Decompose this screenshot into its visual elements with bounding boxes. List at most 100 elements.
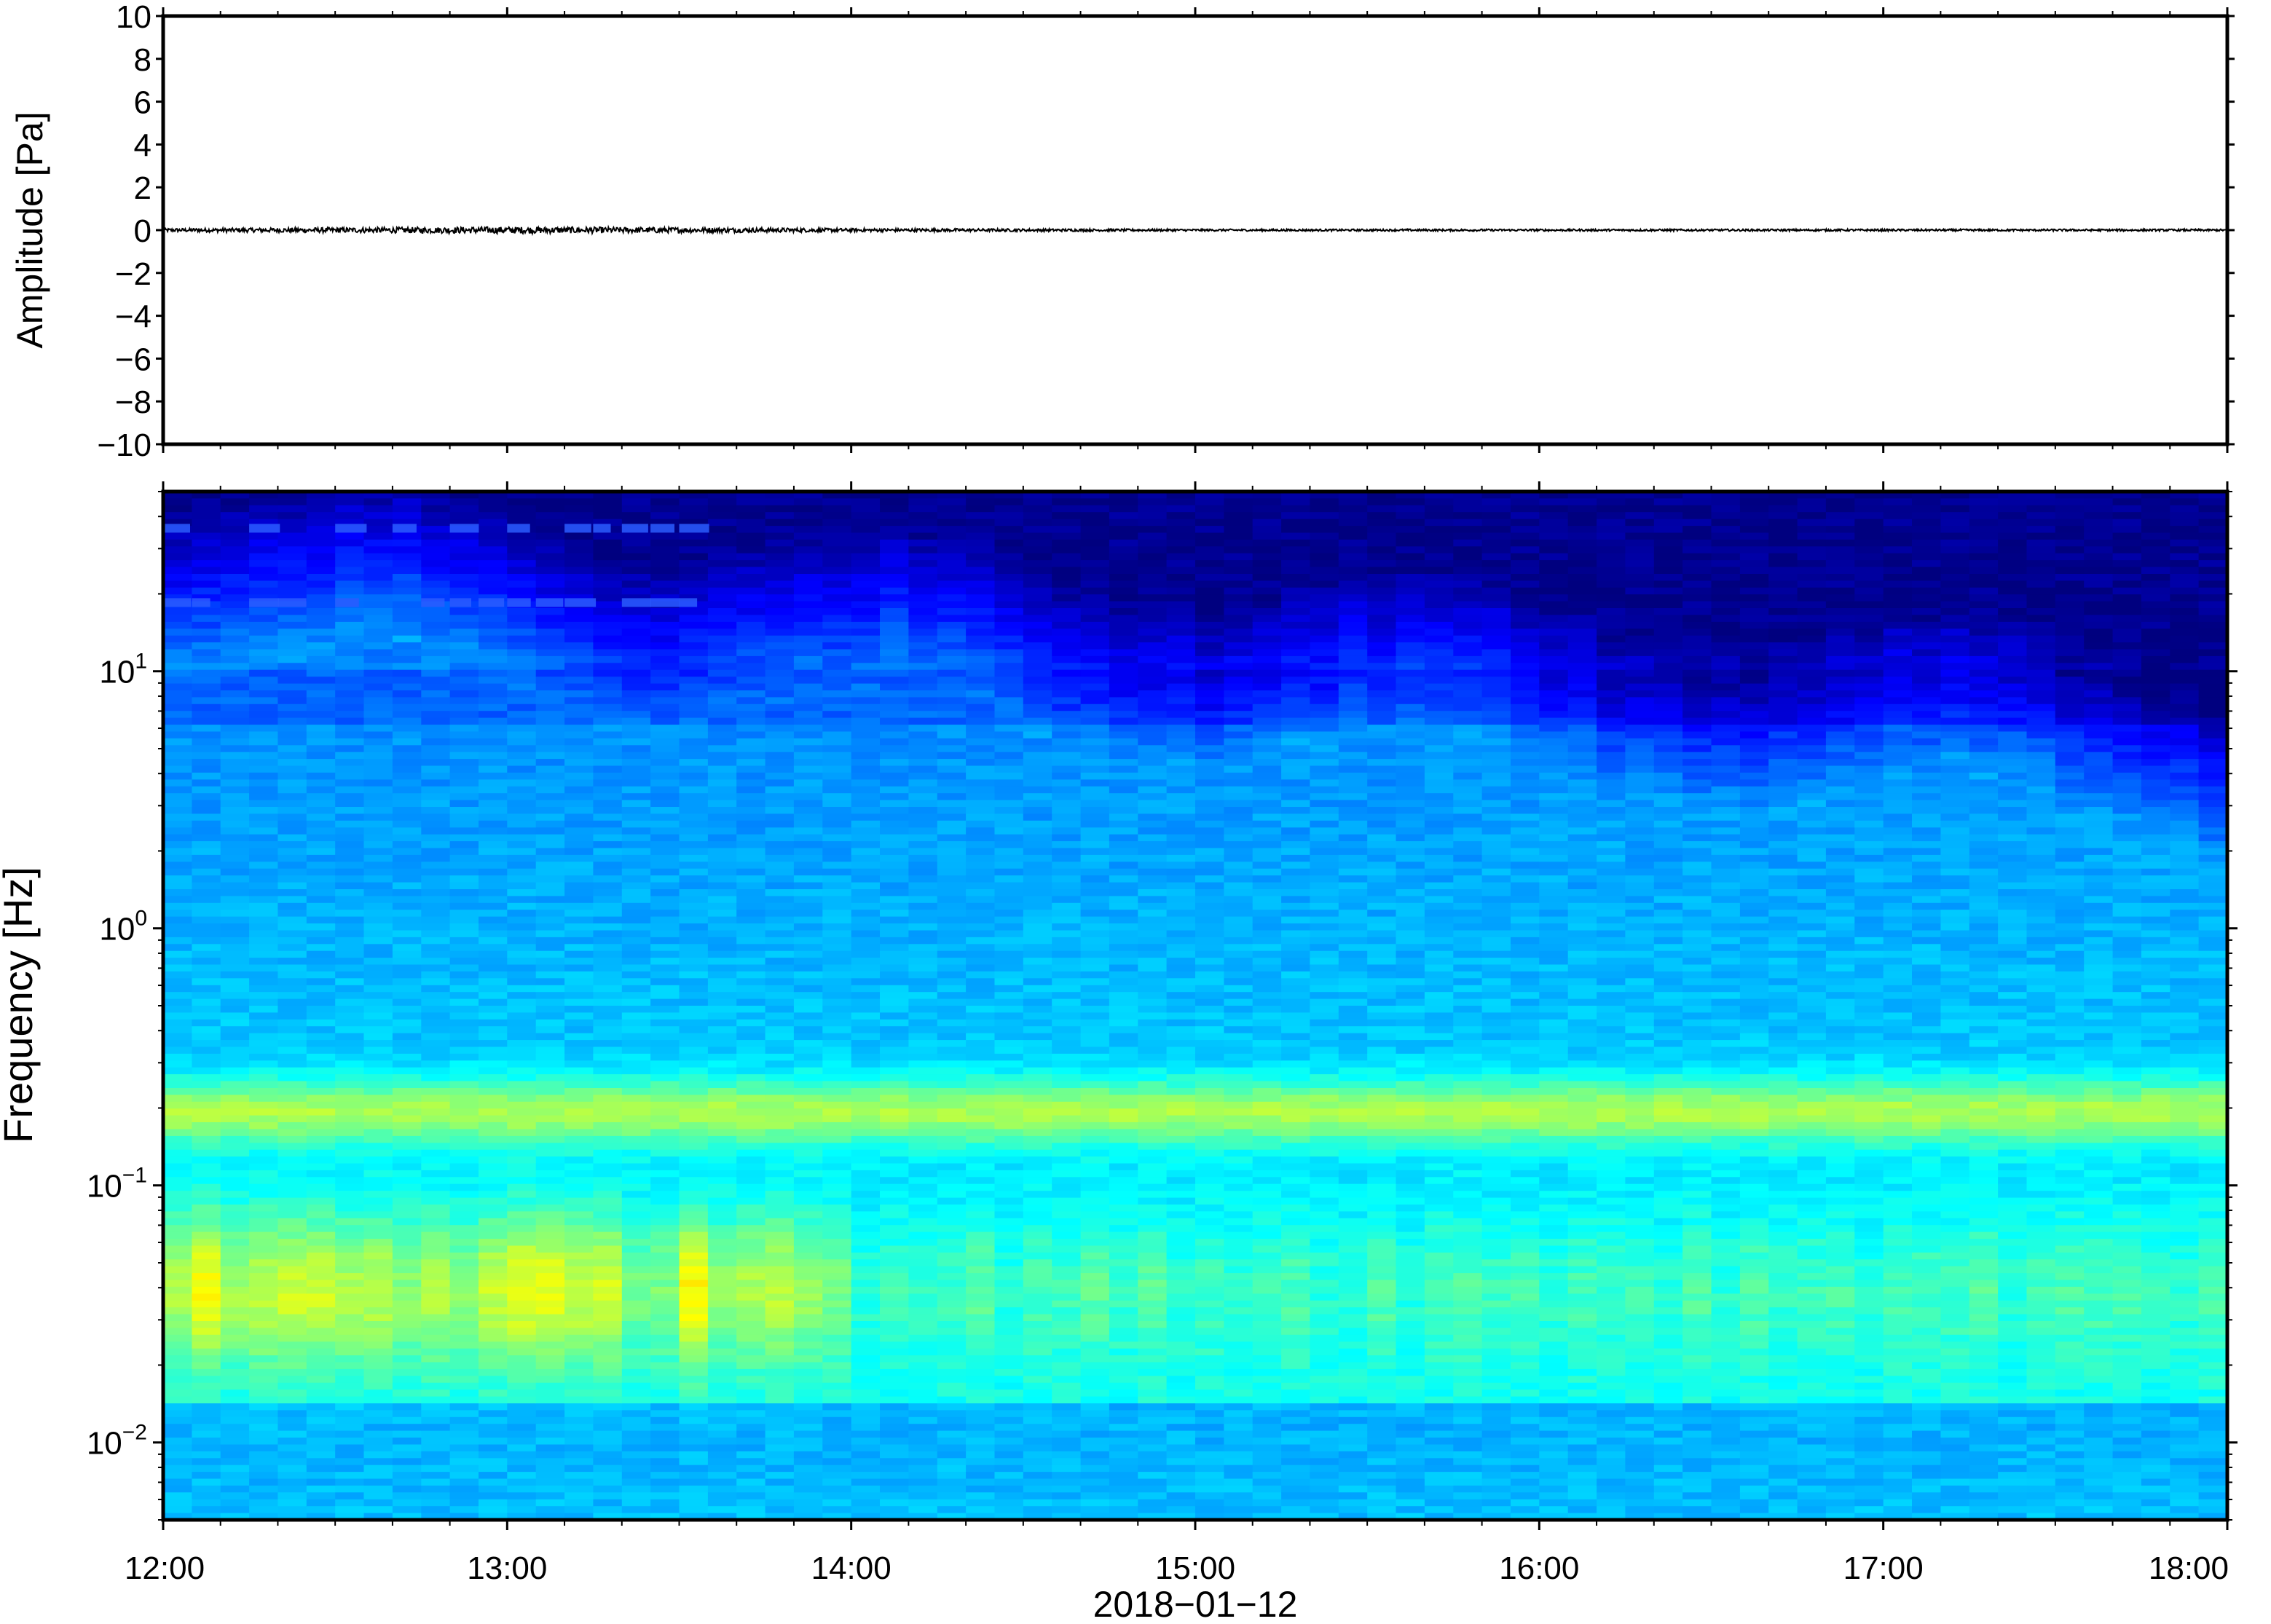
spectrogram-cell (880, 677, 909, 685)
spectrogram-cell (937, 875, 967, 883)
spectrogram-cell (937, 759, 967, 767)
spectrogram-cell (937, 1006, 967, 1013)
spectrogram-cell (306, 800, 336, 808)
spectrogram-cell (966, 1286, 996, 1294)
spectrogram-cell (707, 1499, 737, 1507)
spectrogram-cell (278, 1273, 307, 1281)
spectrogram-cell (363, 1046, 393, 1055)
spectrogram-cell (335, 1067, 365, 1075)
spectrogram-cell (1052, 923, 1082, 931)
spectrogram-cell (192, 1328, 221, 1336)
spectrogram-cell (1023, 1273, 1052, 1281)
spectrogram-cell (220, 1341, 250, 1349)
spectrogram-cell (793, 725, 823, 733)
spectrogram-cell (564, 862, 594, 870)
spectrogram-cell (220, 765, 250, 773)
spectrogram-cell (908, 1122, 938, 1130)
spectrogram-cell (880, 594, 909, 602)
spectrogram-cell (851, 1485, 881, 1493)
spectrogram-cell (765, 546, 795, 554)
spectrogram-cell (479, 848, 508, 856)
spectrogram-cell (593, 532, 623, 540)
spectrogram-cell (1023, 1390, 1052, 1398)
spectrogram-cell (249, 628, 279, 636)
spectrogram-cell (937, 1053, 967, 1061)
spectrogram-cell (1080, 998, 1110, 1006)
spectrogram-cell (937, 1410, 967, 1418)
spectrogram-cell (966, 813, 996, 821)
spectrogram-cell (679, 1430, 709, 1438)
spectrogram-cell (1052, 848, 1082, 856)
spectrogram-cell (392, 1293, 422, 1301)
spectrogram-cell (535, 492, 565, 499)
spectrogram-cell (1023, 800, 1052, 808)
spectrogram-cell (793, 896, 823, 904)
spectrogram-cell (220, 1368, 250, 1376)
spectrogram-cell (994, 505, 1024, 513)
spectrogram-cell (765, 1143, 795, 1151)
spectrogram-cell (679, 765, 709, 773)
spectrogram-cell (937, 745, 967, 753)
spectrogram-cell (421, 1362, 451, 1370)
spectrogram-cell (994, 1252, 1024, 1260)
spectrogram-cell (994, 1416, 1024, 1424)
spectrogram-cell (507, 738, 537, 746)
spectrogram-cell (851, 1156, 881, 1164)
spectrogram-cell (679, 1410, 709, 1418)
spectrogram-cell (163, 807, 192, 814)
spectrogram-cell (851, 848, 881, 856)
spectrogram-cell (966, 1300, 996, 1308)
spectrogram-cell (449, 725, 479, 733)
spectrogram-cell (650, 1239, 680, 1247)
spectrogram-cell (192, 642, 221, 650)
spectrogram-cell (679, 1492, 709, 1500)
spectrogram-cell (392, 1156, 422, 1164)
spectrogram-cell (765, 1259, 795, 1267)
spectrogram-cell (793, 697, 823, 705)
spectrogram-cell (908, 937, 938, 945)
spectrogram-cell (507, 745, 537, 753)
spectrogram-cell (707, 519, 737, 527)
spectrogram-cell (707, 1424, 737, 1432)
spectrogram-cell (937, 800, 967, 808)
spectrogram-cell (793, 669, 823, 677)
spectrogram-cell (937, 786, 967, 794)
spectrogram-cell (564, 998, 594, 1006)
spectrogram-cell (249, 1040, 279, 1048)
spectrogram-cell (1052, 1129, 1082, 1137)
spectrogram-cell (937, 690, 967, 698)
spectrogram-cell (880, 944, 909, 952)
spectrogram-cell (851, 1506, 881, 1514)
spectrogram-cell (880, 896, 909, 904)
spectrogram-cell (793, 998, 823, 1006)
spectrogram-cell (822, 608, 852, 615)
spectrogram-cell (880, 1170, 909, 1178)
spectrogram-cell (392, 1472, 422, 1480)
spectrogram-cell (421, 1211, 451, 1219)
spectrogram-cell (793, 1465, 823, 1473)
spectrogram-cell (937, 793, 967, 801)
spectrogram-cell (1080, 546, 1110, 554)
spectrogram-cell (392, 1314, 422, 1322)
spectrogram-cell (507, 655, 537, 663)
spectrogram-cell (793, 1458, 823, 1466)
spectrogram-cell (306, 1314, 336, 1322)
spectrogram-cell (535, 1177, 565, 1185)
spectrogram-cell (937, 765, 967, 773)
spectrogram-cell (650, 1046, 680, 1055)
spectrogram-cell (392, 971, 422, 979)
spectrogram-cell (966, 1019, 996, 1027)
spectrogram-cell (421, 608, 451, 615)
spectrogram-cell (621, 628, 651, 636)
spectrogram-cell (335, 1280, 365, 1288)
spectrogram-cell (564, 992, 594, 1000)
spectrogram-cell (564, 937, 594, 945)
spectrogram-cell (278, 765, 307, 773)
spectrogram-cell (220, 1458, 250, 1466)
spectrogram-cell (564, 1424, 594, 1432)
spectrogram-cell (449, 1341, 479, 1349)
spectrogram-cell (249, 910, 279, 918)
spectrogram-cell (679, 1293, 709, 1301)
spectrogram-cell (822, 1177, 852, 1185)
spectrogram-cell (908, 902, 938, 910)
